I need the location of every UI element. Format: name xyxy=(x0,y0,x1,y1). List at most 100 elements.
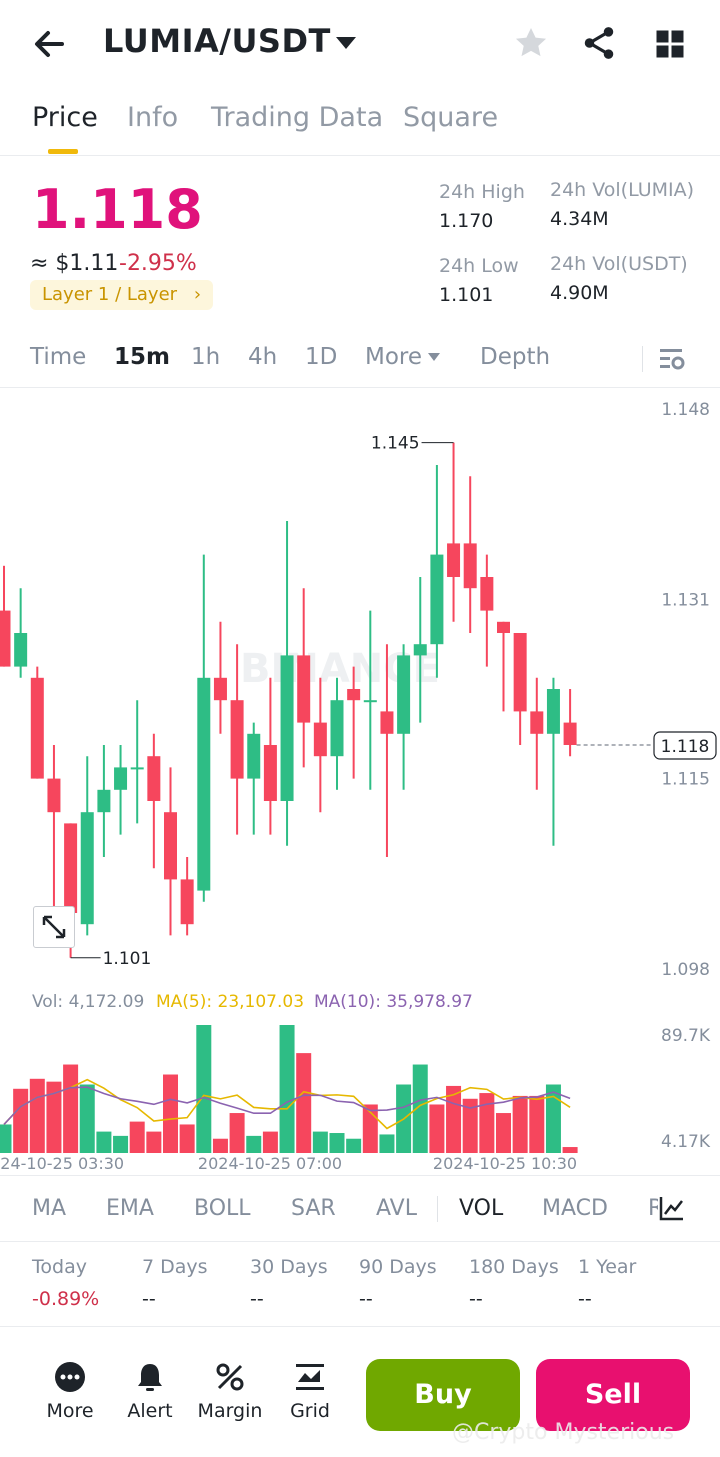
candle-body xyxy=(0,610,11,667)
nav-alert[interactable]: Alert xyxy=(115,1360,185,1422)
volume-bar xyxy=(479,1093,495,1153)
volume-bar xyxy=(0,1124,12,1153)
sell-button[interactable]: Sell xyxy=(536,1359,690,1431)
price-change-percent: -2.95% xyxy=(119,251,197,276)
candle-body xyxy=(530,711,544,734)
star-icon[interactable] xyxy=(512,24,550,62)
last-price: 1.118 xyxy=(32,178,203,241)
tab-square[interactable]: Square xyxy=(403,102,499,133)
candle-body xyxy=(313,722,327,757)
volume-ma5-line xyxy=(3,1078,571,1130)
candle-body xyxy=(513,633,527,712)
volume-bar xyxy=(113,1135,129,1153)
candlestick-chart[interactable]: BINANCE1.1481.1311.1151.0981.1451.1011.1… xyxy=(0,388,720,1178)
bell-icon xyxy=(138,1364,162,1391)
candle-body xyxy=(480,577,494,611)
indicator-avl[interactable]: AVL xyxy=(376,1196,417,1221)
vol-legend: Vol: 4,172.09 xyxy=(32,992,145,1012)
candle-body xyxy=(330,700,344,757)
divider xyxy=(642,346,643,372)
candle-body xyxy=(546,689,560,734)
volume-bar xyxy=(329,1133,345,1153)
divider xyxy=(0,1241,720,1242)
divider xyxy=(0,1326,720,1327)
perf-90d-label: 90 Days xyxy=(359,1256,437,1278)
perf-1y-label: 1 Year xyxy=(578,1256,637,1278)
volume-bar xyxy=(246,1135,262,1153)
candle-body xyxy=(80,812,94,925)
nav-more[interactable]: More xyxy=(35,1360,105,1422)
grid-bot-icon xyxy=(296,1364,324,1390)
interval-1h[interactable]: 1h xyxy=(191,344,221,370)
back-arrow-icon[interactable] xyxy=(28,22,72,66)
perf-30d-value: -- xyxy=(250,1288,264,1310)
high-marker-label: 1.145 xyxy=(371,434,420,454)
candle-body xyxy=(97,789,111,813)
price-axis-label: 1.115 xyxy=(661,770,710,790)
indicator-sar[interactable]: SAR xyxy=(291,1196,336,1221)
volume-bar xyxy=(179,1124,195,1153)
indicator-chart-icon[interactable] xyxy=(658,1194,686,1222)
buy-button[interactable]: Buy xyxy=(366,1359,520,1431)
volume-bar xyxy=(512,1095,528,1153)
interval-more[interactable]: More xyxy=(365,344,423,370)
candle-body xyxy=(380,711,394,734)
candle-body xyxy=(147,756,161,801)
perf-7d-label: 7 Days xyxy=(142,1256,208,1278)
candle-body xyxy=(347,689,361,701)
volume-bar xyxy=(429,1104,445,1153)
interval-15m[interactable]: 15m xyxy=(114,344,170,370)
nav-grid[interactable]: Grid xyxy=(275,1360,345,1422)
ma10-legend: MA(10): 35,978.97 xyxy=(314,992,473,1012)
candle-body xyxy=(180,879,194,925)
more-dots-icon xyxy=(55,1362,85,1392)
indicator-ema[interactable]: EMA xyxy=(106,1196,154,1221)
volume-bar xyxy=(63,1064,79,1153)
interval-time[interactable]: Time xyxy=(30,344,87,370)
divider xyxy=(0,1175,720,1176)
candle-body xyxy=(47,778,61,813)
perf-1y-value: -- xyxy=(578,1288,592,1310)
candle-body xyxy=(230,700,244,779)
time-axis-label: 2024-10-25 07:00 xyxy=(198,1154,342,1173)
grid-menu-icon[interactable] xyxy=(652,26,688,62)
perf-180d-value: -- xyxy=(469,1288,483,1310)
perf-today-label: Today xyxy=(32,1256,87,1278)
pair-title[interactable]: LUMIA/USDT xyxy=(103,22,331,60)
tab-price[interactable]: Price xyxy=(32,102,98,133)
category-tag[interactable]: Layer 1 / Layer › xyxy=(30,280,214,310)
candle-body xyxy=(263,745,277,801)
volume-bar xyxy=(96,1131,112,1153)
indicator-macd[interactable]: MACD xyxy=(542,1196,608,1221)
indicator-vol[interactable]: VOL xyxy=(459,1196,504,1221)
price-axis-label: 1.098 xyxy=(661,960,710,980)
volume-bar xyxy=(379,1134,395,1153)
candle-body xyxy=(164,812,177,880)
tab-trading-data[interactable]: Trading Data xyxy=(211,102,384,133)
volume-bar xyxy=(146,1131,162,1153)
usd-price: ≈ $1.11 xyxy=(30,251,119,276)
divider xyxy=(0,387,720,388)
interval-1d[interactable]: 1D xyxy=(305,344,338,370)
volume-bar xyxy=(496,1113,511,1153)
chart-settings-icon[interactable] xyxy=(656,344,688,374)
dropdown-caret-icon[interactable] xyxy=(336,37,356,49)
interval-depth[interactable]: Depth xyxy=(480,344,551,370)
vol-quote-value: 4.90M xyxy=(550,282,609,304)
volume-bar xyxy=(29,1078,45,1153)
candle-body xyxy=(130,767,144,770)
volume-bar xyxy=(346,1138,362,1153)
indicator-ma[interactable]: MA xyxy=(32,1196,67,1221)
share-icon[interactable] xyxy=(580,24,618,62)
chevron-right-icon: › xyxy=(193,284,202,305)
volume-bar xyxy=(296,1053,312,1153)
candle-body xyxy=(64,823,78,913)
low-value: 1.101 xyxy=(439,284,494,306)
nav-margin[interactable]: Margin xyxy=(195,1360,265,1422)
indicator-boll[interactable]: BOLL xyxy=(194,1196,251,1221)
price-axis-label: 1.148 xyxy=(661,400,710,420)
expand-chart-button[interactable] xyxy=(33,906,75,948)
active-tab-indicator xyxy=(48,149,78,154)
interval-4h[interactable]: 4h xyxy=(248,344,278,370)
tab-info[interactable]: Info xyxy=(127,102,179,133)
